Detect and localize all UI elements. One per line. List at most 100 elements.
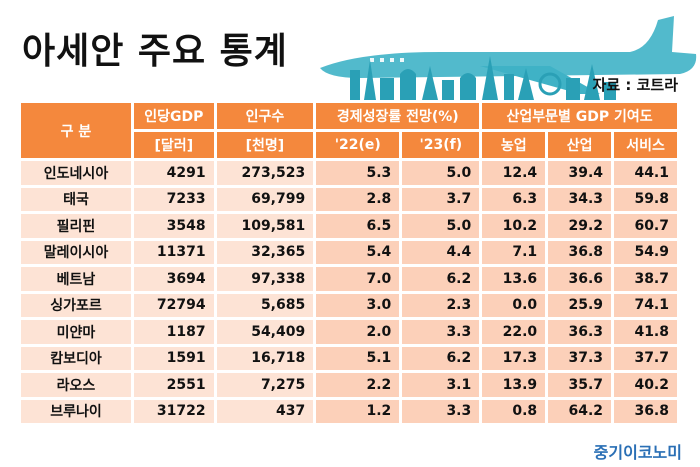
service-cell: 44.1 <box>614 161 677 185</box>
header-population-unit: [천명] <box>216 132 314 158</box>
growth-22-cell: 2.2 <box>316 373 400 397</box>
industry-cell: 35.7 <box>548 373 612 397</box>
growth-23-cell: 5.0 <box>402 161 480 185</box>
header-gdp-unit: [달러] <box>134 132 214 158</box>
table-row: 라오스 2551 7,275 2.2 3.1 13.9 35.7 40.2 <box>21 373 677 397</box>
agriculture-cell: 7.1 <box>482 240 546 264</box>
growth-23-cell: 2.3 <box>402 293 480 317</box>
service-cell: 41.8 <box>614 320 677 344</box>
growth-23-cell: 5.0 <box>402 214 480 238</box>
table-row: 싱가포르 72794 5,685 3.0 2.3 0.0 25.9 74.1 <box>21 293 677 317</box>
country-name: 태국 <box>21 187 131 211</box>
table-row: 태국 7233 69,799 2.8 3.7 6.3 34.3 59.8 <box>21 187 677 211</box>
gdp-per-capita-cell: 4291 <box>134 161 214 185</box>
population-cell: 5,685 <box>216 293 314 317</box>
header-row-top: 구 분 인당GDP 인구수 경제성장률 전망(%) 산업부문별 GDP 기여도 <box>21 103 677 158</box>
service-cell: 38.7 <box>614 267 677 291</box>
growth-22-cell: 3.0 <box>316 293 400 317</box>
population-cell: 54,409 <box>216 320 314 344</box>
gdp-per-capita-cell: 3548 <box>134 214 214 238</box>
growth-22-cell: 1.2 <box>316 399 400 423</box>
header-growth-forecast: 경제성장률 전망(%) <box>316 103 480 129</box>
agriculture-cell: 13.9 <box>482 373 546 397</box>
growth-22-cell: 2.0 <box>316 320 400 344</box>
population-cell: 97,338 <box>216 267 314 291</box>
population-cell: 437 <box>216 399 314 423</box>
header-growth-22: '22(e) <box>316 132 400 158</box>
header-sector-gdp: 산업부문별 GDP 기여도 <box>482 103 677 129</box>
industry-cell: 29.2 <box>548 214 612 238</box>
header-agriculture: 농업 <box>482 132 546 158</box>
population-cell: 273,523 <box>216 161 314 185</box>
gdp-per-capita-cell: 72794 <box>134 293 214 317</box>
service-cell: 36.8 <box>614 399 677 423</box>
country-name: 인도네시아 <box>21 161 131 185</box>
gdp-per-capita-cell: 7233 <box>134 187 214 211</box>
agriculture-cell: 10.2 <box>482 214 546 238</box>
header-gdp-per-capita: 인당GDP <box>134 103 214 129</box>
table-row: 베트남 3694 97,338 7.0 6.2 13.6 36.6 38.7 <box>21 267 677 291</box>
source-note: 자료 : 코트라 <box>592 76 678 94</box>
population-cell: 32,365 <box>216 240 314 264</box>
industry-cell: 64.2 <box>548 399 612 423</box>
country-name: 말레이시아 <box>21 240 131 264</box>
country-name: 캄보디아 <box>21 346 131 370</box>
growth-23-cell: 3.3 <box>402 320 480 344</box>
airplane-skyline-banner <box>320 16 697 100</box>
agriculture-cell: 12.4 <box>482 161 546 185</box>
gdp-per-capita-cell: 2551 <box>134 373 214 397</box>
growth-22-cell: 7.0 <box>316 267 400 291</box>
growth-23-cell: 3.7 <box>402 187 480 211</box>
publisher-watermark: 중기이코노미 <box>593 443 682 462</box>
growth-23-cell: 6.2 <box>402 346 480 370</box>
country-name: 미얀마 <box>21 320 131 344</box>
agriculture-cell: 0.8 <box>482 399 546 423</box>
service-cell: 74.1 <box>614 293 677 317</box>
industry-cell: 25.9 <box>548 293 612 317</box>
header-row-bottom: [달러] [천명] '22(e) '23(f) 농업 산업 서비스 <box>21 132 677 158</box>
table-row: 브루나이 31722 437 1.2 3.3 0.8 64.2 36.8 <box>21 399 677 423</box>
industry-cell: 36.3 <box>548 320 612 344</box>
country-name: 라오스 <box>21 373 131 397</box>
header-category: 구 분 <box>21 103 131 158</box>
table-row: 캄보디아 1591 16,718 5.1 6.2 17.3 37.3 37.7 <box>21 346 677 370</box>
population-cell: 69,799 <box>216 187 314 211</box>
growth-22-cell: 5.4 <box>316 240 400 264</box>
header-growth-23: '23(f) <box>402 132 480 158</box>
industry-cell: 37.3 <box>548 346 612 370</box>
gdp-per-capita-cell: 31722 <box>134 399 214 423</box>
agriculture-cell: 13.6 <box>482 267 546 291</box>
country-name: 필리핀 <box>21 214 131 238</box>
page-title: 아세안 주요 통계 <box>22 31 288 72</box>
growth-23-cell: 3.3 <box>402 399 480 423</box>
growth-22-cell: 6.5 <box>316 214 400 238</box>
growth-23-cell: 6.2 <box>402 267 480 291</box>
gdp-per-capita-cell: 1187 <box>134 320 214 344</box>
service-cell: 40.2 <box>614 373 677 397</box>
header-population: 인구수 <box>216 103 314 129</box>
header-industry: 산업 <box>548 132 612 158</box>
population-cell: 7,275 <box>216 373 314 397</box>
growth-22-cell: 5.3 <box>316 161 400 185</box>
industry-cell: 39.4 <box>548 161 612 185</box>
gdp-per-capita-cell: 1591 <box>134 346 214 370</box>
growth-23-cell: 3.1 <box>402 373 480 397</box>
country-name: 브루나이 <box>21 399 131 423</box>
gdp-per-capita-cell: 11371 <box>134 240 214 264</box>
agriculture-cell: 6.3 <box>482 187 546 211</box>
industry-cell: 36.8 <box>548 240 612 264</box>
service-cell: 37.7 <box>614 346 677 370</box>
table-row: 말레이시아 11371 32,365 5.4 4.4 7.1 36.8 54.9 <box>21 240 677 264</box>
asean-stats-table: 구 분 인당GDP 인구수 경제성장률 전망(%) 산업부문별 GDP 기여도 … <box>18 100 680 426</box>
table-row: 인도네시아 4291 273,523 5.3 5.0 12.4 39.4 44.… <box>21 161 677 185</box>
industry-cell: 36.6 <box>548 267 612 291</box>
table-row: 필리핀 3548 109,581 6.5 5.0 10.2 29.2 60.7 <box>21 214 677 238</box>
agriculture-cell: 17.3 <box>482 346 546 370</box>
table-row: 미얀마 1187 54,409 2.0 3.3 22.0 36.3 41.8 <box>21 320 677 344</box>
agriculture-cell: 0.0 <box>482 293 546 317</box>
service-cell: 54.9 <box>614 240 677 264</box>
population-cell: 109,581 <box>216 214 314 238</box>
header-service: 서비스 <box>614 132 677 158</box>
agriculture-cell: 22.0 <box>482 320 546 344</box>
gdp-per-capita-cell: 3694 <box>134 267 214 291</box>
